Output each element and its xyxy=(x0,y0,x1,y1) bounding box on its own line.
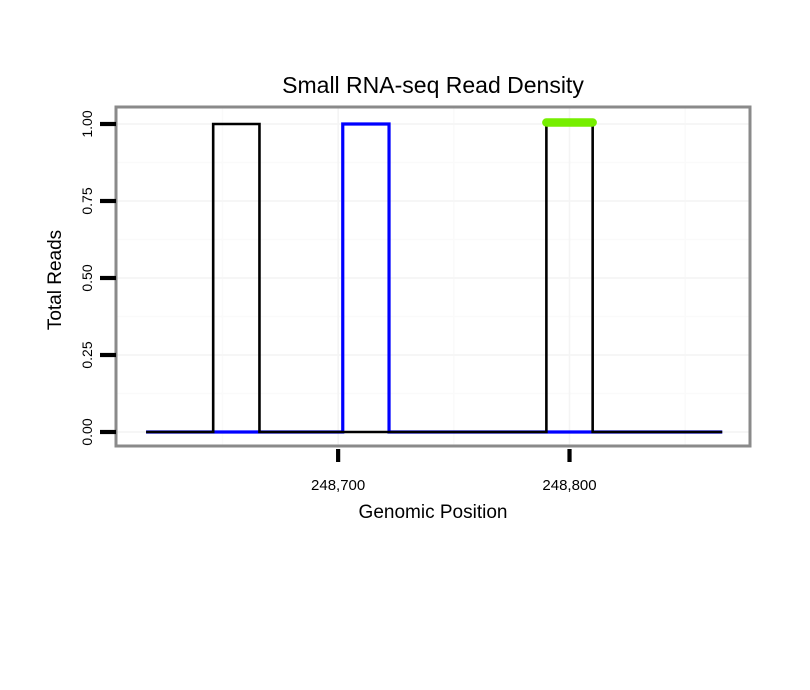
legend: Hairpin partition Sense Antisense Mature xyxy=(0,560,810,630)
panel-background xyxy=(116,107,750,446)
x-tick-mark xyxy=(336,449,341,462)
series-line-sense xyxy=(146,122,723,434)
x-tick-label: 248,800 xyxy=(542,477,597,494)
y-tick-label: 1.00 xyxy=(79,110,95,138)
x-axis-title: Genomic Position xyxy=(358,502,508,523)
y-axis-title: Total Reads xyxy=(45,229,66,331)
y-tick-mark xyxy=(100,352,116,358)
y-tick-mark xyxy=(100,429,116,435)
y-tick-mark xyxy=(100,275,116,281)
x-tick-mark xyxy=(567,449,572,462)
chart-title: Small RNA-seq Read Density xyxy=(282,72,584,98)
y-tick-mark xyxy=(100,121,116,127)
y-tick-label: 0.25 xyxy=(79,341,95,369)
y-tick-label: 0.75 xyxy=(79,187,95,215)
x-tick-label: 248,700 xyxy=(311,477,366,494)
y-tick-mark xyxy=(100,198,116,204)
y-tick-label: 0.50 xyxy=(79,264,95,292)
y-tick-label: 0.00 xyxy=(79,418,95,446)
